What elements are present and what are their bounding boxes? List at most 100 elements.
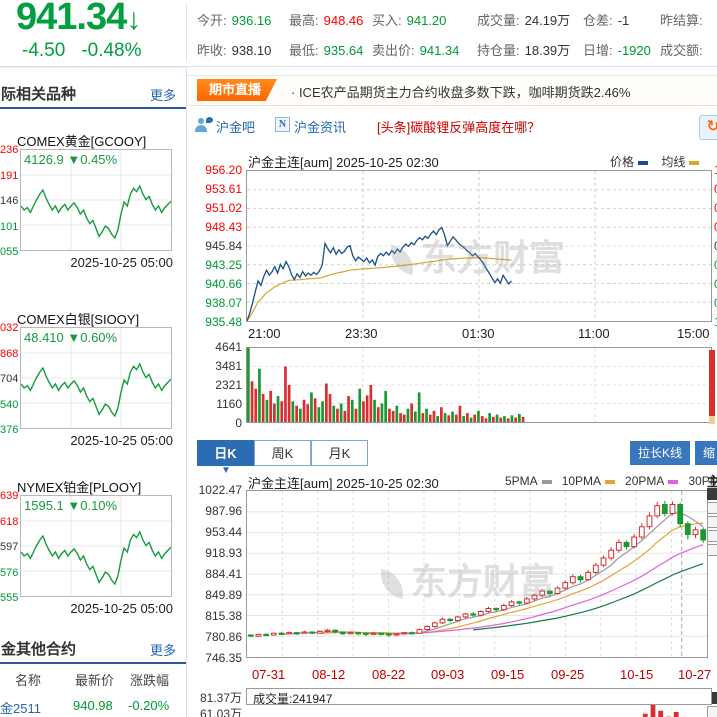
tab-daily-k[interactable]: 日K: [197, 440, 254, 466]
clipped-gauge-bar: [709, 350, 715, 416]
kline-ytick: 918.93: [205, 546, 242, 560]
intraday-xtick: 21:00: [248, 326, 281, 341]
table-header: 涨跌幅: [130, 673, 170, 688]
mini-chart-title: COMEX白银[SIOOY]: [17, 312, 140, 327]
mini-ytick: 376: [0, 424, 19, 436]
kline-ytick: 746.35: [205, 651, 242, 665]
intraday-ytick: 935.48: [205, 315, 242, 329]
mini-ytick: 101: [0, 220, 19, 233]
stat-item: 仓差: -1: [583, 13, 630, 28]
more-link[interactable]: 更多: [149, 88, 176, 103]
intraday-xtick: 15:00: [677, 326, 710, 341]
kline-volume-label: 成交量:241947: [253, 692, 333, 706]
indicator-checkbox[interactable]: [707, 706, 717, 717]
forum-link[interactable]: 沪金吧: [216, 120, 256, 135]
indicator-checkbox[interactable]: [707, 530, 717, 542]
shrink-kline-button[interactable]: 缩: [695, 441, 717, 465]
indicator-checkbox[interactable]: [707, 488, 717, 500]
kline-xtick: 09-15: [491, 667, 525, 682]
stat-item: 买入: 941.20: [372, 13, 447, 28]
intraday-right-ytick: 0: [714, 201, 717, 215]
kline-candle-chart: [247, 491, 707, 657]
stat-item: 昨结算:: [660, 13, 703, 28]
intraday-right-ytick: 0: [714, 277, 717, 291]
kline-xtick: 08-12: [312, 667, 346, 682]
kline-ytick: 1022.47: [198, 483, 242, 497]
stat-item: 成交量: 24.19万: [477, 13, 571, 28]
contract-name-link[interactable]: 金2511: [0, 701, 41, 716]
ma-swatch: [668, 479, 679, 484]
kline-ytick: 953.44: [205, 525, 242, 539]
kline-legend: 5PMA 10PMA 20PMA 30PMA: [505, 474, 717, 488]
kline-volume-ytick: 61.03万: [199, 707, 242, 717]
intraday-right-ytick: 0: [714, 239, 717, 253]
mini-ytick: 540: [0, 398, 19, 411]
stat-item: 今开: 936.16: [197, 13, 272, 28]
mini-chart-time: 2025-10-25 05:00: [70, 601, 173, 616]
contract-price: 940.98: [73, 698, 113, 713]
kline-xtick: 07-31: [252, 667, 286, 682]
clipped-gauge-bar-base: [709, 416, 715, 424]
intraday-chart: 东方财富: [246, 170, 712, 322]
kline-xtick: 08-22: [372, 667, 406, 682]
stat-item: 昨收: 938.10: [197, 43, 272, 58]
intraday-right-ytick: 0: [714, 182, 717, 196]
headline-link[interactable]: [头条]碳酸锂反弹高度在哪？: [377, 120, 541, 135]
volume-ytick: 3481: [215, 359, 242, 373]
more-link[interactable]: 更多: [149, 643, 176, 658]
intraday-chart-title: 沪金主连[aum] 2025-10-25 02:30: [248, 155, 439, 170]
header-divider: [186, 4, 187, 62]
stat-item: 最高: 948.46: [289, 13, 364, 28]
mini-chart[interactable]: [20, 327, 172, 429]
mini-chart-time: 2025-10-25 05:00: [70, 433, 173, 448]
indicator-checkbox[interactable]: [707, 544, 717, 556]
forum-person-icon: [195, 117, 213, 132]
live-news-bar: 期市直播 · ICE农产品期货主力合约收盘多数下跌，咖啡期货跌2.46%: [187, 75, 717, 106]
kline-ytick: 780.86: [205, 630, 242, 644]
quote-header: 941.34↓ -4.50 -0.48% 今开: 936.16 最高: 948.46 买入…: [0, 0, 717, 67]
live-badge[interactable]: 期市直播: [197, 79, 278, 101]
mini-ytick: 576: [0, 566, 19, 579]
section-title: 金其他合约: [1, 641, 77, 658]
tab-weekly-k[interactable]: 周K: [254, 440, 311, 466]
price-change: -4.50 -0.48%: [22, 40, 142, 61]
table-header: 名称: [15, 673, 42, 688]
kline-ytick: 815.38: [205, 609, 242, 623]
ma-legend-item: 20PMA: [625, 474, 679, 488]
ma-legend-item: 10PMA: [562, 474, 616, 488]
mini-chart[interactable]: [20, 495, 172, 597]
kline-volume-ytick: 81.37万: [199, 691, 242, 705]
mini-chart-value: 1595.1 ▼0.10%: [24, 498, 118, 513]
down-arrow-icon: ↓: [126, 3, 141, 36]
last-price: 941.34↓: [16, 0, 141, 38]
tab-monthly-k[interactable]: 月K: [311, 440, 368, 466]
intraday-right-ytick: 0: [714, 296, 717, 310]
kline-ytick: 884.41: [205, 567, 242, 581]
refresh-button[interactable]: ↻: [699, 115, 717, 140]
volume-ytick: 2321: [215, 378, 242, 392]
intraday-volume-panel: [246, 347, 712, 423]
intraday-ytick: 945.84: [205, 239, 242, 253]
table-header: 最新价: [75, 673, 115, 688]
volume-ytick: 4641: [215, 340, 242, 354]
ma-swatch: [605, 479, 616, 484]
intraday-xtick: 01:30: [462, 326, 495, 341]
intraday-ytick: 943.25: [205, 258, 242, 272]
volume-ytick: 0: [235, 416, 242, 430]
stretch-kline-button[interactable]: 拉长K线: [630, 441, 691, 465]
stat-item: 持仓量: 18.39万: [477, 43, 571, 58]
sidebar-section-other-contracts: 金其他合约 更多: [0, 636, 186, 664]
news-link[interactable]: 沪金资讯: [294, 120, 347, 135]
indicator-checkbox[interactable]: [707, 502, 717, 514]
intraday-price-chart: [246, 171, 711, 322]
news-headline[interactable]: · ICE农产品期货主力合约收盘多数下跌，咖啡期货跌2.46%: [291, 85, 631, 100]
mini-ytick: 032: [0, 322, 19, 334]
intraday-xtick: 11:00: [578, 326, 610, 341]
indicator-checkbox[interactable]: [707, 516, 717, 528]
price-swatch: [638, 160, 649, 165]
intraday-right-ytick: 1: [714, 315, 717, 329]
mini-ytick: 191: [0, 169, 19, 182]
mini-chart[interactable]: [20, 149, 172, 251]
stat-item: 卖出价: 941.34: [372, 43, 460, 58]
intraday-ytick: 948.43: [205, 220, 242, 234]
